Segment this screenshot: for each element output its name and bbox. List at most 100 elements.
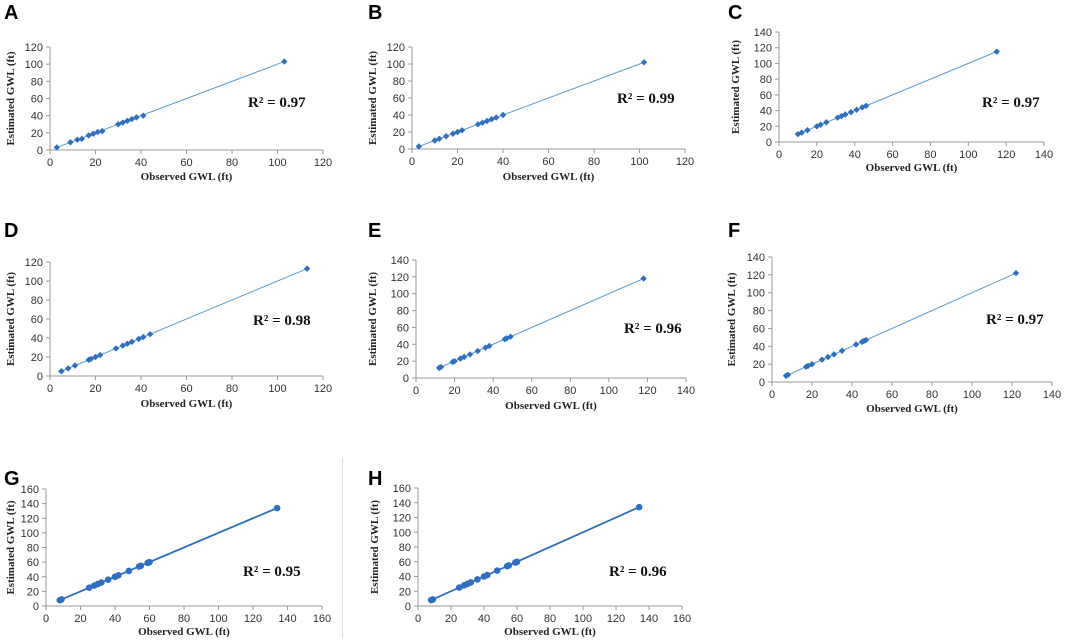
y-axis-title: Estimated GWL (ft)	[367, 51, 379, 145]
data-point	[97, 579, 105, 586]
data-point	[67, 139, 74, 146]
y-tick-label: 80	[753, 306, 765, 318]
x-tick-label: 100	[600, 385, 618, 397]
data-point	[92, 353, 99, 361]
data-point	[125, 567, 133, 575]
y-tick-label: 80	[31, 76, 43, 88]
x-tick-label: 100	[963, 389, 981, 401]
data-point	[993, 48, 1000, 55]
y-tick-label: 120	[25, 257, 43, 269]
data-point	[454, 128, 461, 136]
panel-letter: B	[368, 2, 383, 24]
x-tick-label: 40	[109, 613, 121, 625]
data-point	[853, 106, 860, 113]
data-point	[635, 503, 643, 511]
data-point	[862, 102, 870, 110]
y-tick-label: 0	[399, 144, 405, 156]
panel-letter: F	[728, 220, 741, 242]
r-squared-label: R² = 0.98	[253, 313, 311, 329]
y-tick-label: 0	[766, 137, 772, 149]
y-tick-label: 40	[27, 572, 39, 584]
y-tick-label: 60	[397, 322, 409, 334]
data-point	[96, 351, 104, 359]
data-point	[74, 136, 81, 143]
data-point	[140, 333, 147, 341]
r-squared-label: R² = 0.97	[986, 312, 1044, 328]
x-tick-label: 60	[542, 156, 554, 168]
y-tick-label: 140	[393, 498, 411, 510]
data-point	[133, 114, 140, 121]
y-tick-label: 20	[31, 352, 43, 364]
data-point	[273, 504, 281, 512]
y-tick-label: 60	[753, 323, 765, 335]
y-tick-label: 40	[31, 333, 43, 345]
y-tick-label: 20	[753, 359, 765, 371]
data-point	[281, 58, 288, 65]
x-axis-title: Observed GWL (ft)	[141, 171, 233, 183]
data-point	[115, 571, 122, 579]
y-tick-label: 120	[387, 42, 405, 54]
x-tick-label: 40	[135, 157, 147, 169]
y-tick-label: 60	[760, 90, 772, 102]
data-point	[847, 108, 855, 116]
y-tick-label: 100	[25, 276, 43, 288]
x-axis-title: Observed GWL (ft)	[866, 403, 958, 415]
x-tick-label: 40	[487, 385, 499, 397]
x-tick-label: 140	[640, 613, 658, 625]
x-axis-title: Observed GWL (ft)	[866, 162, 958, 174]
data-point	[842, 111, 849, 118]
panel-letter: D	[4, 220, 19, 242]
x-tick-label: 80	[226, 157, 238, 169]
data-point	[415, 143, 423, 150]
x-tick-label: 80	[544, 613, 556, 625]
scatter-chart: 0 20 40 60 80 100 120 140 0 20 40 60 80 100 120 140 Obse…	[726, 252, 1061, 415]
y-tick-label: 0	[37, 371, 43, 383]
y-tick-label: 20	[27, 586, 39, 598]
r-squared-label: R² = 0.97	[248, 95, 306, 111]
data-point	[146, 331, 154, 338]
x-tick-label: 0	[413, 385, 419, 397]
data-point	[451, 357, 458, 365]
trend-line	[61, 268, 308, 372]
y-tick-label: 160	[21, 484, 39, 496]
data-point	[87, 355, 95, 363]
y-tick-label: 100	[391, 289, 409, 301]
data-point	[431, 137, 438, 144]
x-axis-title: Observed GWL (ft)	[504, 626, 596, 638]
x-tick-label: 40	[478, 613, 490, 625]
data-point	[455, 584, 463, 591]
data-point	[1012, 269, 1020, 277]
data-point	[818, 356, 826, 363]
y-tick-label: 60	[393, 93, 405, 105]
y-tick-label: 80	[397, 306, 409, 318]
data-point	[484, 571, 491, 579]
x-tick-label: 120	[314, 383, 332, 395]
data-point	[461, 353, 468, 361]
x-axis-title: Observed GWL (ft)	[141, 398, 233, 410]
y-tick-label: 140	[747, 252, 765, 264]
x-tick-label: 0	[43, 613, 49, 625]
data-point	[303, 265, 311, 272]
panel-letter: G	[4, 468, 20, 490]
y-tick-label: 80	[393, 76, 405, 88]
data-point	[124, 340, 131, 347]
y-tick-label: 40	[393, 110, 405, 122]
y-tick-label: 0	[405, 601, 411, 613]
y-tick-label: 40	[399, 572, 411, 584]
data-point	[467, 579, 475, 586]
data-point	[640, 59, 648, 66]
x-tick-label: 60	[526, 385, 538, 397]
y-tick-label: 80	[27, 543, 39, 555]
data-point	[808, 360, 816, 368]
x-tick-label: 20	[451, 156, 463, 168]
panel-e: E 0 20 40 60 80 100 120 140 0 20 40 60 80 100 120 140 Ob…	[362, 218, 702, 443]
x-tick-label: 100	[209, 613, 227, 625]
x-tick-label: 100	[268, 157, 286, 169]
data-point	[838, 347, 846, 354]
y-tick-label: 100	[387, 59, 405, 71]
data-point	[852, 341, 860, 348]
data-point	[146, 558, 153, 566]
data-point	[99, 127, 106, 135]
r-squared-label: R² = 0.99	[617, 91, 675, 107]
x-axis-title: Observed GWL (ft)	[505, 400, 597, 412]
